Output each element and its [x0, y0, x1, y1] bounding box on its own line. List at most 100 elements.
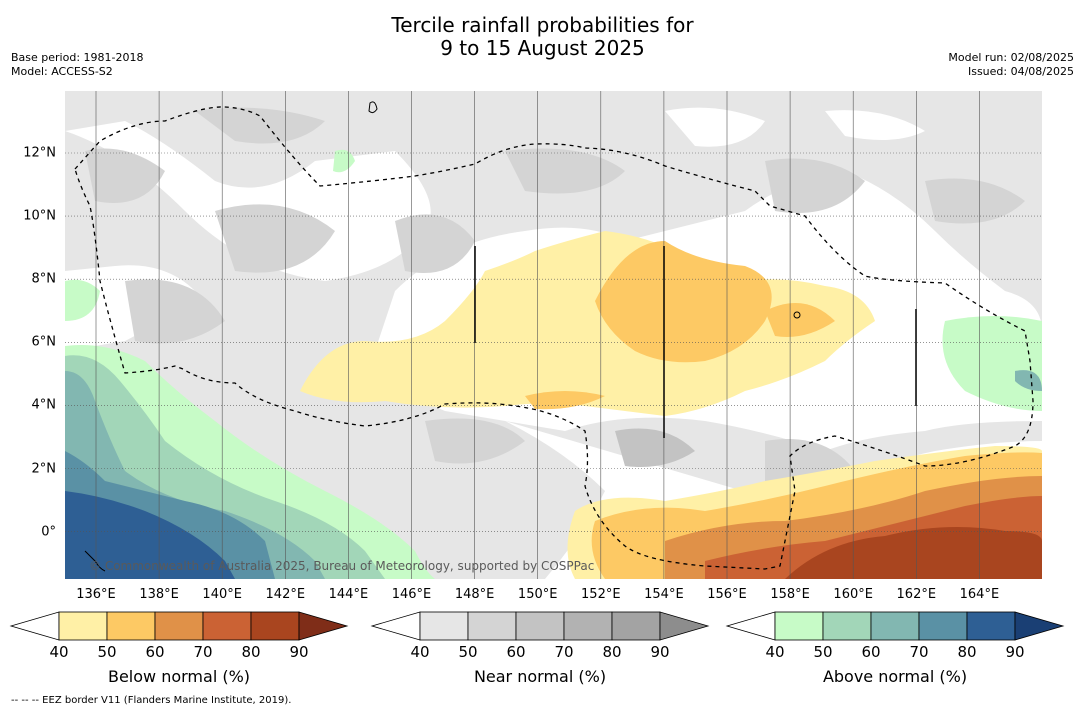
near-normal-50-area	[395, 214, 475, 273]
colorbar-tick-label: 40	[49, 643, 69, 661]
colorbar-tick-label: 40	[410, 643, 430, 661]
x-tick-label: 160°E	[833, 587, 873, 602]
map-canvas	[65, 91, 1042, 579]
colorbar-tick-label: 40	[765, 643, 785, 661]
colorbar-title: Below normal (%)	[107, 667, 251, 686]
eez-border	[74, 106, 1034, 570]
below-normal-60-area	[595, 241, 772, 363]
above-normal-90-area	[65, 491, 235, 579]
y-tick-label: 2°N	[31, 461, 57, 476]
x-tick-label: 156°E	[707, 587, 747, 602]
near-normal-50-area	[85, 148, 165, 203]
colorbar-segment	[419, 611, 469, 641]
near-normal-50-area	[925, 178, 1025, 224]
y-tick-label: 4°N	[31, 397, 57, 413]
gridlines	[65, 91, 1042, 579]
coastline	[368, 101, 378, 114]
colorbar-segment	[106, 611, 156, 641]
colorbar-tick-label: 80	[957, 643, 977, 661]
title-line-2: 9 to 15 August 2025	[440, 36, 645, 60]
x-tick-label: 148°E	[454, 587, 495, 602]
below-normal-90-area	[785, 527, 1042, 579]
white-area	[665, 107, 765, 147]
above-normal-70-area	[1015, 370, 1042, 391]
y-tick-label: 8°N	[31, 271, 57, 287]
colorbar-segment	[202, 611, 252, 641]
colorbar-tick-label: 50	[813, 643, 833, 661]
colorbar-segment	[58, 611, 108, 641]
x-tick-label: 154°E	[644, 587, 684, 602]
colorbar-tick-label: 90	[1005, 643, 1025, 661]
colorbar-extend-high	[659, 611, 710, 641]
colorbar-title: Near normal (%)	[473, 667, 607, 686]
y-tick-label: 0°	[41, 524, 56, 540]
x-tick-label: 158°E	[770, 587, 810, 602]
above-normal-50-area	[333, 149, 355, 173]
colorbar-segment	[250, 611, 300, 641]
footer-legend: -- -- -- EEZ border V11 (Flanders Marine…	[11, 695, 292, 706]
colorbar-segment	[154, 611, 204, 641]
map-area	[65, 91, 1042, 579]
colorbar	[370, 611, 710, 641]
colorbars	[9, 611, 1065, 641]
x-tick-label: 146°E	[391, 587, 432, 602]
title-line-1: Tercile rainfall probabilities for	[391, 13, 694, 37]
colorbar-segment	[611, 611, 661, 641]
colorbar-tick-label: 70	[554, 643, 574, 661]
colorbar-tick-label: 60	[506, 643, 526, 661]
colorbar-tick-label: 60	[145, 643, 165, 661]
x-tick-label: 136°E	[76, 587, 116, 602]
colorbar-tick-label: 90	[650, 643, 670, 661]
colorbar-segment	[515, 611, 565, 641]
colorbar-segment	[563, 611, 613, 641]
x-tick-label: 150°E	[517, 587, 558, 602]
near-normal-50-area	[125, 279, 225, 344]
colorbar	[9, 611, 349, 641]
x-tick-label: 152°E	[581, 587, 621, 602]
y-tick-label: 12°N	[23, 145, 56, 161]
near-normal-60-area	[615, 428, 695, 467]
colorbar-tick-label: 70	[909, 643, 929, 661]
above-normal-50-area	[65, 279, 100, 321]
colorbar-extend-high	[1014, 611, 1065, 641]
below-normal-60-area	[765, 303, 835, 337]
copyright-text: © Commonwealth of Australia 2025, Bureau…	[89, 559, 595, 573]
coastline	[793, 311, 801, 319]
colorbar-tick-label: 90	[289, 643, 309, 661]
colorbar-segment	[966, 611, 1016, 641]
y-tick-label: 6°N	[31, 334, 57, 350]
near-normal-50-area	[195, 107, 325, 144]
near-normal-50-area	[215, 204, 335, 273]
x-tick-label: 162°E	[896, 587, 937, 602]
colorbar	[725, 611, 1065, 641]
above-normal-50-area	[942, 316, 1042, 411]
coastline	[84, 550, 106, 572]
x-tick-label: 144°E	[328, 587, 369, 602]
near-normal-50-area	[425, 418, 525, 464]
x-tick-label: 142°E	[265, 587, 306, 602]
colorbar-segment	[822, 611, 872, 641]
colorbar-tick-label: 50	[458, 643, 478, 661]
y-tick-label: 10°N	[23, 208, 56, 224]
colorbar-segment	[774, 611, 824, 641]
colorbar-extend-low	[370, 611, 421, 641]
x-tick-label: 138°E	[139, 587, 179, 602]
colorbar-title: Above normal (%)	[822, 667, 968, 686]
colorbar-tick-label: 80	[241, 643, 261, 661]
map-title: Tercile rainfall probabilities for 9 to …	[0, 14, 1085, 60]
colorbar-extend-low	[9, 611, 60, 641]
colorbar-segment	[467, 611, 517, 641]
meta-right: Model run: 02/08/2025 Issued: 04/08/2025	[948, 51, 1074, 79]
issued-date: Issued: 04/08/2025	[967, 65, 1074, 78]
model-name: Model: ACCESS-S2	[11, 65, 113, 78]
colorbar-extend-low	[725, 611, 776, 641]
x-tick-label: 140°E	[202, 587, 242, 602]
colorbar-extend-high	[298, 611, 349, 641]
colorbar-tick-label: 60	[861, 643, 881, 661]
white-area	[825, 110, 925, 140]
colorbar-segment	[918, 611, 968, 641]
meta-left: Base period: 1981-2018 Model: ACCESS-S2	[11, 51, 143, 79]
colorbar-tick-label: 80	[602, 643, 622, 661]
colorbar-tick-label: 70	[193, 643, 213, 661]
near-normal-50-area	[505, 148, 625, 194]
